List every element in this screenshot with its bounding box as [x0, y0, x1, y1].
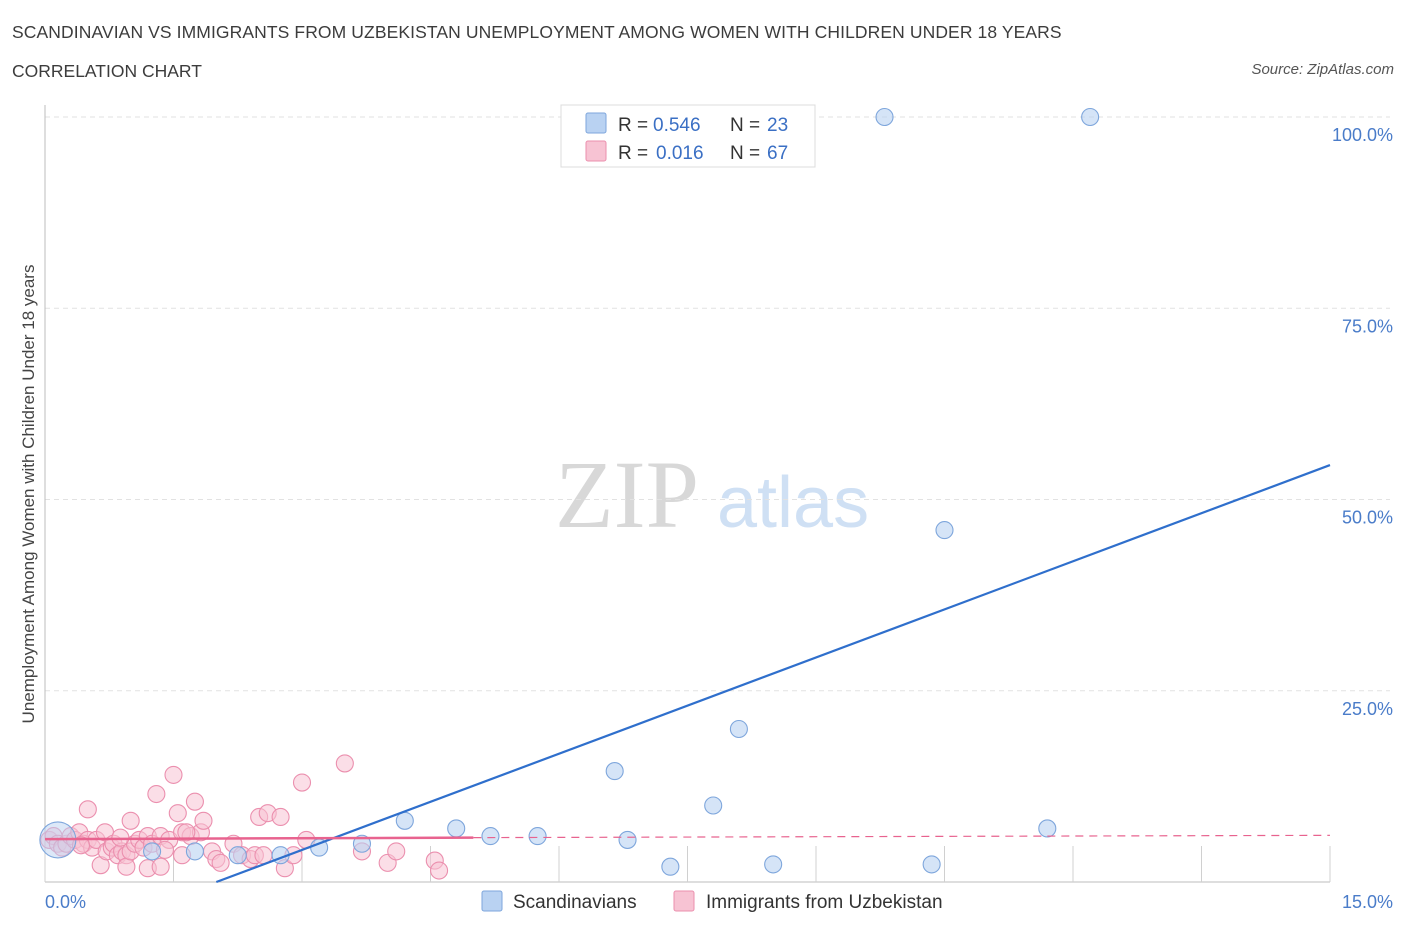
- scandinavian-point-18: [935, 521, 954, 540]
- uzbek-point-60: [387, 842, 406, 861]
- scandinavian-trend-line: [215, 464, 1331, 884]
- stats-legend: R = 0.546 N = 23 R = 0.016 N = 67: [560, 104, 816, 168]
- series-legend-label-scandinavian: Scandinavians: [513, 892, 637, 913]
- source-credit: Source: ZipAtlas.com: [1251, 61, 1394, 78]
- legend-r-value-1: 0.016: [656, 143, 704, 164]
- series-legend: Scandinavians Immigrants from Uzbekistan: [481, 890, 943, 913]
- uzbek-point-26: [121, 811, 140, 830]
- scandinavian-point-2: [185, 842, 204, 861]
- scandinavian-point-8: [447, 819, 466, 838]
- scandinavian-point-21: [1081, 107, 1100, 127]
- scandinavian-point-7: [395, 811, 414, 830]
- series-legend-label-uzbek: Immigrants from Uzbekistan: [706, 892, 943, 913]
- scandinavian-point-6: [352, 834, 372, 853]
- uzbek-point-35: [168, 804, 187, 823]
- legend-swatch-uzbek: [585, 140, 607, 162]
- y-axis-label: Unemployment Among Women with Children U…: [19, 265, 38, 724]
- legend-n-value-1: 67: [767, 143, 788, 164]
- axes: [44, 105, 1331, 883]
- uzbek-point-39: [185, 792, 204, 811]
- scandinavian-point-15: [729, 719, 748, 739]
- y-tick-label-0: 25.0%: [1342, 699, 1393, 719]
- uzbek-point-21: [117, 857, 136, 876]
- scandinavian-point-20: [1038, 819, 1057, 838]
- watermark-atlas: atlas: [717, 463, 869, 543]
- scandinavian-point-10: [528, 827, 547, 846]
- uzbek-point-44: [211, 853, 230, 872]
- x-tick-label-1: 15.0%: [1342, 892, 1393, 912]
- uzbek-trend-line-extension: [473, 834, 1331, 839]
- x-tick-labels: 0.0% 15.0%: [45, 892, 1393, 912]
- trend-lines: [44, 464, 1331, 884]
- scandinavian-point-12: [618, 830, 637, 849]
- series-legend-swatch-uzbek: [673, 890, 695, 912]
- chart-title: SCANDINAVIAN VS IMMIGRANTS FROM UZBEKIST…: [12, 22, 1062, 42]
- uzbek-point-30: [147, 784, 166, 804]
- uzbek-point-62: [430, 861, 449, 880]
- uzbek-point-32: [151, 857, 170, 876]
- legend-n-label-1: N =: [730, 143, 760, 164]
- watermark-zip: ZIP: [555, 441, 699, 548]
- uzbek-point-11: [78, 800, 97, 819]
- scandinavian-point-3: [228, 846, 247, 865]
- scandinavian-point-9: [481, 827, 500, 846]
- y-tick-labels: 25.0% 50.0% 75.0% 100.0%: [1332, 125, 1393, 719]
- scandinavian-point-17: [875, 107, 894, 127]
- uzbek-point-34: [164, 765, 183, 784]
- y-tick-label-1: 50.0%: [1342, 508, 1393, 528]
- legend-r-label-0: R =: [618, 115, 648, 136]
- uzbek-point-57: [335, 754, 354, 773]
- y-tick-label-3: 100.0%: [1332, 125, 1393, 145]
- uzbek-point-52: [271, 807, 290, 827]
- x-tick-label-0: 0.0%: [45, 892, 86, 912]
- scandinavian-point-1: [143, 842, 162, 861]
- scandinavian-point-13: [661, 857, 680, 876]
- scandinavian-point-14: [704, 796, 723, 815]
- uzbek-trend-line: [44, 836, 474, 841]
- scandinavian-point-19: [922, 855, 941, 874]
- scandinavian-points: [39, 107, 1100, 876]
- chart-subtitle: CORRELATION CHART: [12, 61, 202, 81]
- gridlines: [45, 116, 1390, 692]
- uzbek-point-55: [292, 773, 312, 792]
- series-legend-swatch-scandinavian: [481, 890, 503, 912]
- legend-n-value-0: 23: [767, 115, 788, 136]
- uzbek-point-63: [177, 823, 196, 842]
- legend-n-label-0: N =: [730, 115, 760, 136]
- y-tick-label-2: 75.0%: [1342, 316, 1393, 336]
- legend-swatch-scandinavian: [585, 112, 607, 134]
- scandinavian-point-11: [605, 762, 624, 781]
- legend-r-label-1: R =: [618, 143, 648, 164]
- watermark: ZIP atlas: [555, 441, 869, 548]
- legend-r-value-0: 0.546: [653, 115, 701, 136]
- scandinavian-point-16: [764, 855, 783, 874]
- uzbek-point-41: [194, 811, 213, 830]
